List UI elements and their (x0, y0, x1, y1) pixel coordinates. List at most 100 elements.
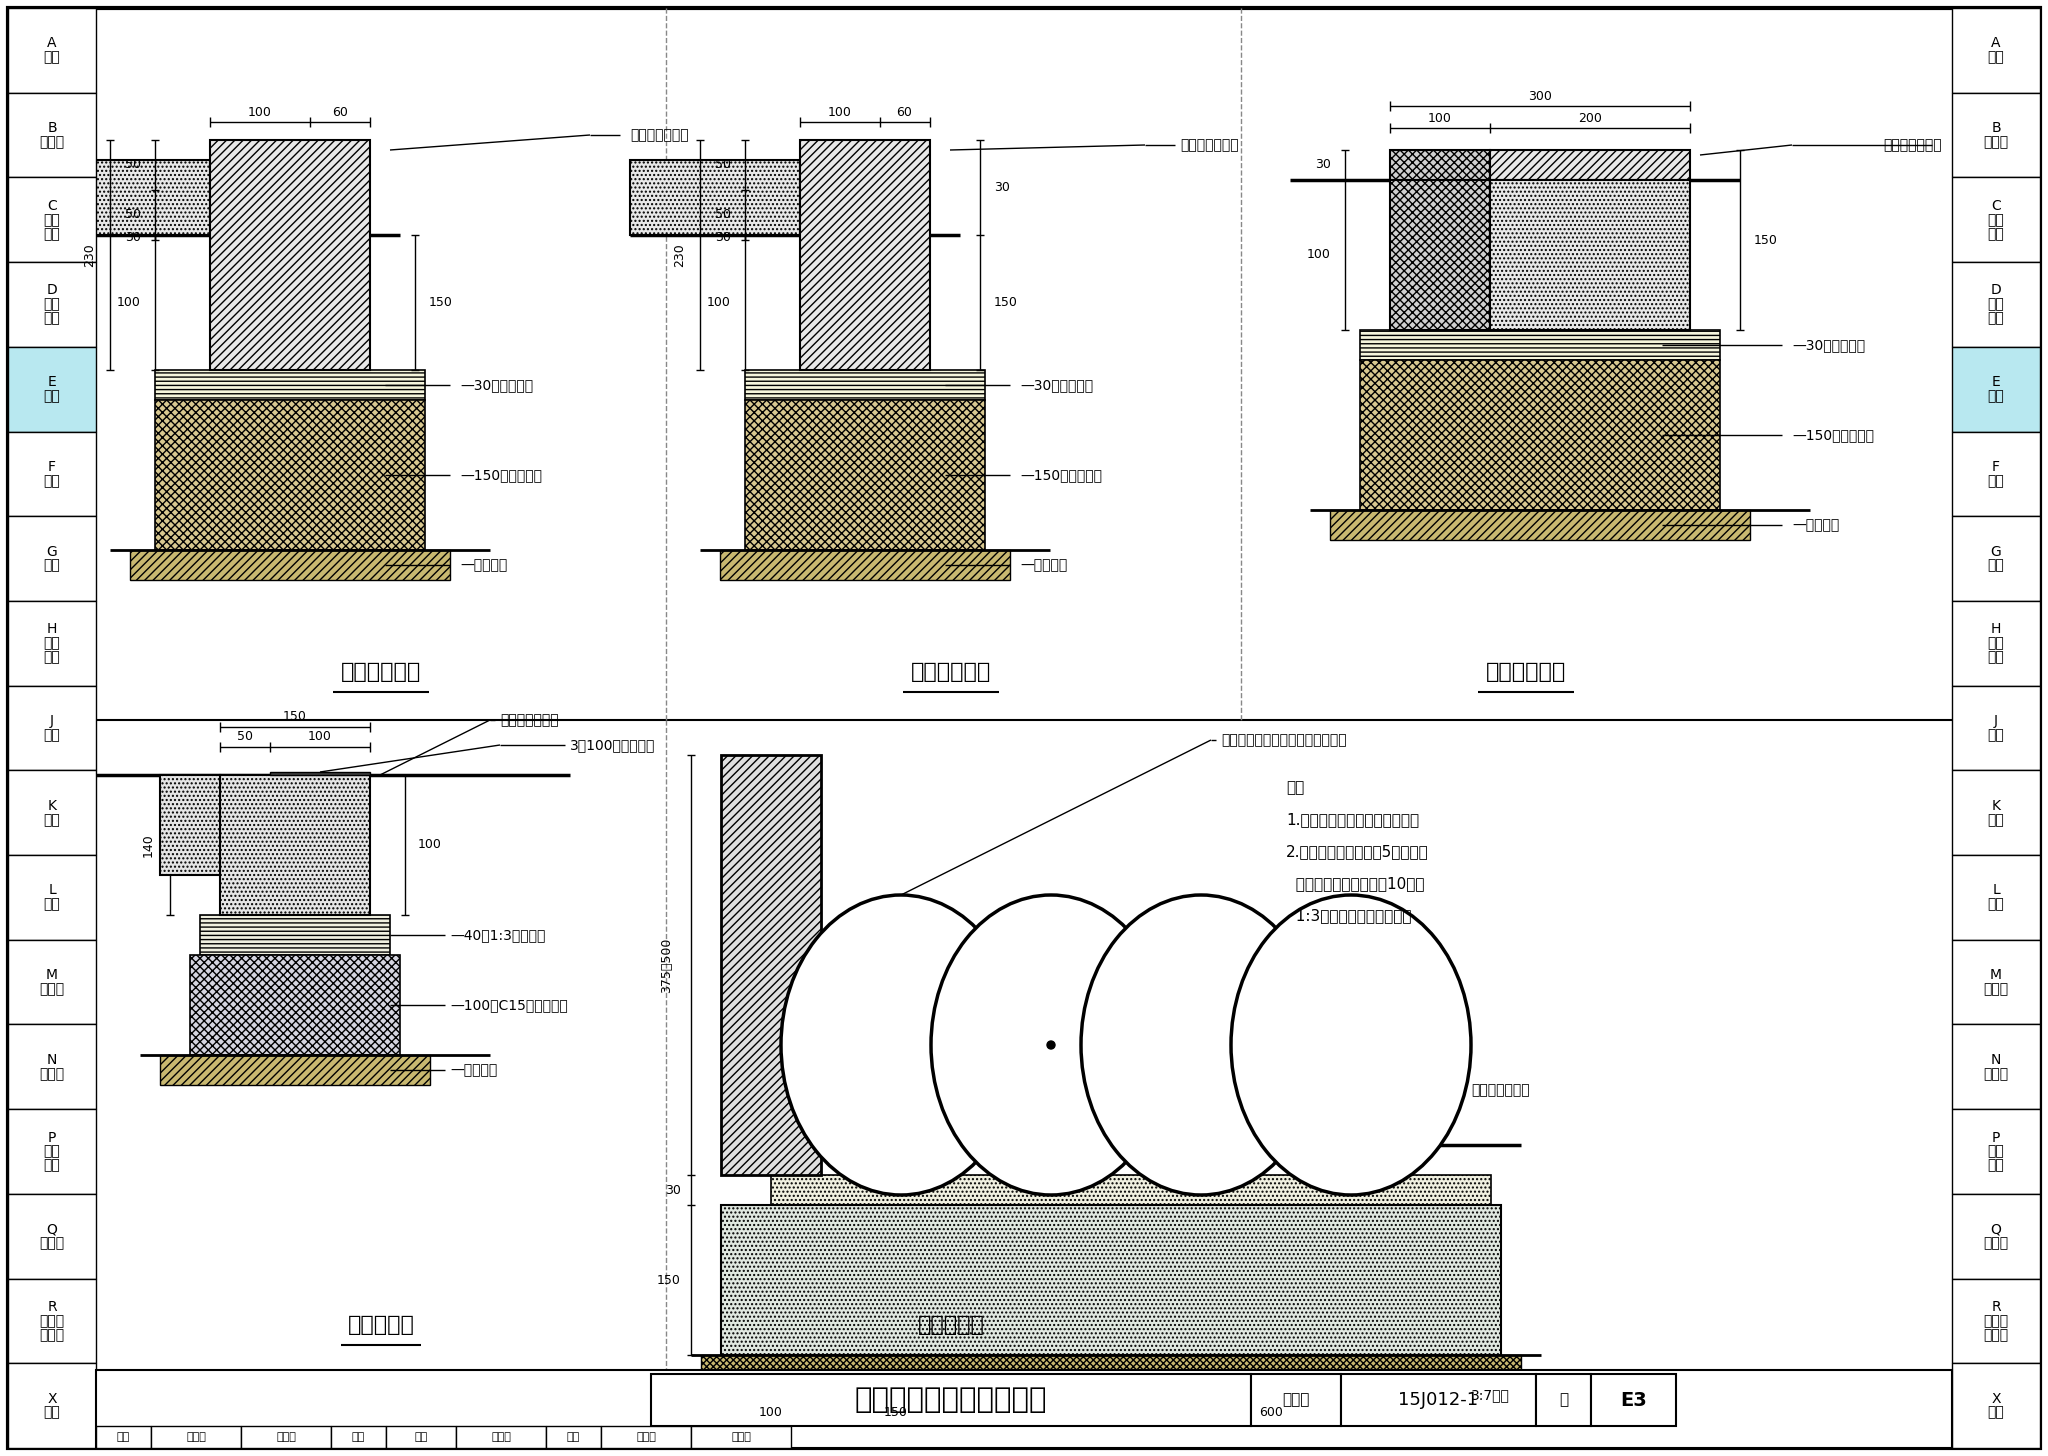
Bar (201, 914, 389, 955)
Text: 页: 页 (1559, 1392, 1569, 1408)
Text: 230: 230 (674, 243, 686, 266)
Text: 150: 150 (885, 1405, 907, 1418)
Text: —素土夯实: —素土夯实 (451, 1063, 498, 1077)
Text: 30: 30 (1315, 159, 1331, 172)
Bar (8, 770, 96, 855)
Text: 50: 50 (238, 731, 254, 744)
Bar (1952, 1278, 2040, 1363)
Text: 100: 100 (307, 731, 332, 744)
Text: N: N (1991, 1053, 2001, 1067)
Text: B: B (1991, 121, 2001, 135)
Text: 台阶: 台阶 (1989, 559, 2005, 572)
Bar (1952, 1109, 2040, 1194)
Text: 2.两节缘石相接处留缝5宽，缘石: 2.两节缘石相接处留缝5宽，缘石 (1286, 844, 1430, 859)
Bar (801, 140, 930, 370)
Bar (8, 347, 96, 431)
Text: 花架: 花架 (43, 812, 59, 827)
Text: L: L (47, 884, 55, 897)
Text: —素土夯实: —素土夯实 (1792, 518, 1839, 531)
Text: 3厚100宽不锈钢板: 3厚100宽不锈钢板 (569, 738, 655, 751)
Text: R: R (47, 1300, 57, 1313)
Text: G: G (1991, 545, 2001, 559)
Bar (160, 1056, 430, 1085)
Text: 150: 150 (657, 1274, 682, 1287)
Text: 铺路砖平缘石: 铺路砖平缘石 (1487, 662, 1567, 681)
Bar (8, 1278, 96, 1363)
Bar (700, 1356, 1522, 1390)
Text: 构造: 构造 (1989, 312, 2005, 326)
Text: 200: 200 (1579, 112, 1602, 125)
Text: 60: 60 (897, 105, 911, 118)
Text: 375～500: 375～500 (659, 938, 674, 993)
Bar (8, 178, 96, 262)
Text: 50: 50 (715, 208, 731, 221)
Text: 胡文正: 胡文正 (637, 1433, 655, 1441)
Text: 雨水生: 雨水生 (1982, 1313, 2009, 1328)
Bar (270, 772, 371, 775)
Text: 态技术: 态技术 (1982, 1328, 2009, 1342)
Text: E: E (47, 376, 57, 389)
Text: 树池: 树池 (43, 651, 59, 664)
Bar (1251, 1374, 1341, 1425)
Text: 30: 30 (715, 232, 731, 245)
Text: 景观桥: 景观桥 (1982, 983, 2009, 996)
Text: 水景: 水景 (1989, 897, 2005, 911)
Text: 100: 100 (248, 105, 272, 118)
Bar (152, 1425, 242, 1449)
Bar (160, 775, 219, 875)
Text: 缘石: 缘石 (43, 389, 59, 403)
Bar (1952, 686, 2040, 770)
Text: 小品: 小品 (1989, 1159, 2005, 1172)
Text: 水景: 水景 (43, 897, 59, 911)
Text: F: F (47, 460, 55, 473)
Text: —150厚灰土夯实: —150厚灰土夯实 (1020, 467, 1102, 482)
Text: 注：: 注： (1286, 780, 1305, 795)
Bar (1952, 1194, 2040, 1278)
Bar (1391, 181, 1491, 331)
Text: 材料: 材料 (1989, 227, 2005, 240)
Text: A: A (47, 36, 57, 51)
Bar (1536, 1374, 1591, 1425)
Bar (690, 1425, 791, 1449)
Text: 铺装: 铺装 (43, 213, 59, 227)
Text: 审核: 审核 (117, 1433, 131, 1441)
Text: 150: 150 (1753, 233, 1778, 246)
Bar (721, 550, 1010, 579)
Text: 50: 50 (125, 159, 141, 172)
Bar (8, 1025, 96, 1109)
Bar (219, 775, 371, 914)
Text: C: C (47, 199, 57, 213)
Text: 铺装: 铺装 (43, 297, 59, 312)
Bar (8, 431, 96, 517)
Text: 140: 140 (141, 833, 156, 858)
Text: B: B (47, 121, 57, 135)
Text: 路面接工程设计: 路面接工程设计 (1470, 1083, 1530, 1096)
Text: 边沟: 边沟 (1989, 473, 2005, 488)
Bar (8, 7, 96, 93)
Text: 石材、砖、钢板缘石做法: 石材、砖、钢板缘石做法 (854, 1386, 1047, 1414)
Bar (600, 1425, 690, 1449)
Text: K: K (47, 799, 57, 812)
Bar (721, 756, 821, 1175)
Text: 100: 100 (827, 105, 852, 118)
Text: —30厚水泥砂浆: —30厚水泥砂浆 (461, 379, 532, 392)
Text: F: F (1993, 460, 2001, 473)
Text: Q: Q (47, 1222, 57, 1236)
Ellipse shape (1081, 895, 1321, 1195)
Text: —100厚C15混凝土垫层: —100厚C15混凝土垫层 (451, 997, 567, 1012)
Bar (1952, 855, 2040, 939)
Bar (385, 1425, 457, 1449)
Text: 座椅凳: 座椅凳 (39, 1067, 66, 1080)
Text: 总说明: 总说明 (1982, 135, 2009, 149)
Bar (547, 1425, 600, 1449)
Bar (457, 1425, 547, 1449)
Text: E3: E3 (1620, 1390, 1647, 1409)
Text: X: X (47, 1392, 57, 1405)
Text: —150厚灰土夯实: —150厚灰土夯实 (461, 467, 543, 482)
Text: 路面接工程设计: 路面接工程设计 (1180, 138, 1239, 151)
Bar (1391, 150, 1491, 181)
Bar (1591, 1374, 1675, 1425)
Text: H: H (1991, 622, 2001, 636)
Text: 大卵石嵌入混凝土基层，砂浆灌缝: 大卵石嵌入混凝土基层，砂浆灌缝 (1221, 732, 1348, 747)
Text: 100: 100 (117, 296, 141, 309)
